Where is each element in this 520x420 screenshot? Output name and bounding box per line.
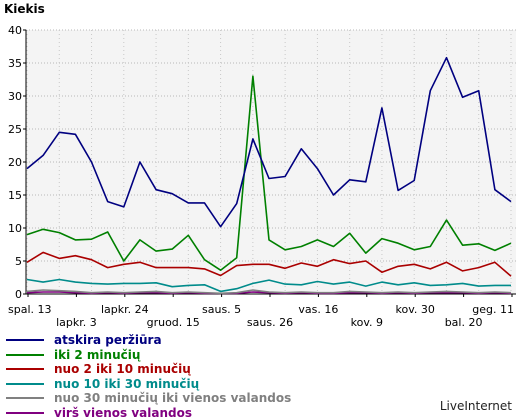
x-tick-label: vas. 16 — [298, 303, 338, 316]
y-tick-label: 15 — [8, 189, 22, 202]
legend-item: nuo 2 iki 10 minučių — [6, 362, 291, 377]
legend-swatch — [6, 397, 44, 399]
x-tick-label: geg. 11 — [472, 303, 514, 316]
y-tick-label: 25 — [8, 123, 22, 136]
y-tick-label: 35 — [8, 57, 22, 70]
x-tick-label: gruod. 15 — [147, 316, 200, 329]
x-tick-label: saus. 26 — [247, 316, 293, 329]
legend-swatch — [6, 339, 44, 341]
brand-logo: LiveInternet — [440, 399, 512, 413]
x-tick-label: spal. 13 — [8, 303, 52, 316]
x-tick-label: bal. 20 — [445, 316, 483, 329]
y-tick-label: 20 — [8, 156, 22, 169]
x-tick-label: kov. 30 — [396, 303, 435, 316]
legend-swatch — [6, 383, 44, 385]
x-tick-label: kov. 9 — [351, 316, 383, 329]
legend-item: nuo 10 iki 30 minučių — [6, 377, 291, 392]
y-tick-label: 0 — [15, 288, 22, 301]
legend-label: atskira peržiūra — [54, 333, 162, 347]
y-tick-label: 30 — [8, 90, 22, 103]
legend-item: atskira peržiūra — [6, 333, 291, 348]
legend-swatch — [6, 368, 44, 370]
legend-label: nuo 2 iki 10 minučių — [54, 362, 191, 376]
legend-item: nuo 30 minučių iki vienos valandos — [6, 391, 291, 406]
y-tick-label: 10 — [8, 222, 22, 235]
legend-label: nuo 30 minučių iki vienos valandos — [54, 391, 291, 405]
chart-title: Kiekis — [4, 2, 45, 16]
y-tick-labels: 0 5 10 15 20 25 30 35 40 — [8, 24, 22, 301]
x-tick-label: lapkr. 3 — [56, 316, 97, 329]
legend-item: iki 2 minučių — [6, 348, 291, 363]
legend-label: iki 2 minučių — [54, 348, 140, 362]
legend-label: nuo 10 iki 30 minučių — [54, 377, 199, 391]
x-tick-label: lapkr. 24 — [101, 303, 149, 316]
y-tick-label: 40 — [8, 24, 22, 37]
legend-swatch — [6, 354, 44, 356]
x-tick-label: saus. 5 — [202, 303, 241, 316]
legend-swatch — [6, 412, 44, 414]
y-tick-label: 5 — [15, 255, 22, 268]
plot-area — [26, 30, 516, 294]
line-chart: Kiekis 0 5 10 15 20 25 30 35 40 spal. 13 lapkr. 3… — [0, 0, 520, 332]
